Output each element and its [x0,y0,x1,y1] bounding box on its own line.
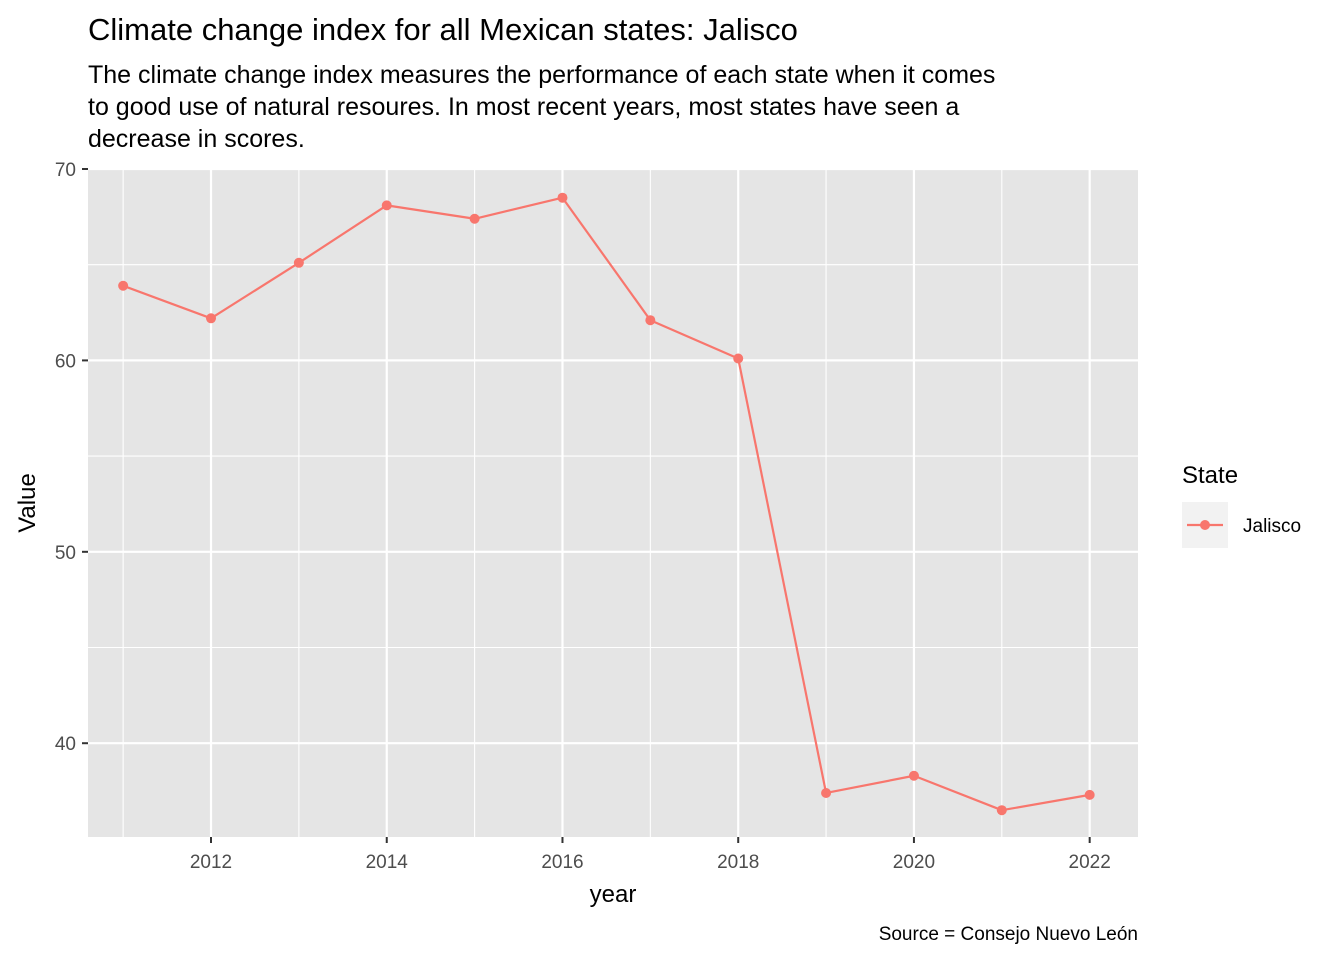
x-tick-label: 2014 [366,852,409,873]
data-point [118,280,129,291]
x-axis-title: year [590,881,637,908]
y-tick-label: 70 [55,160,76,181]
legend-title: State [1182,462,1238,489]
plot-panel [88,169,1138,837]
y-axis-title: Value [14,473,41,533]
x-axis: 2012 2014 2016 2018 2020 2022 [190,837,1111,873]
chart-caption: Source = Consejo Nuevo León [879,924,1138,945]
y-tick-label: 50 [55,543,76,564]
data-point [206,313,217,324]
y-tick-label: 40 [55,734,76,755]
data-point [821,787,832,798]
legend-key-point [1200,520,1210,530]
y-axis: 40 50 60 70 [55,160,88,755]
x-tick-label: 2020 [893,852,935,873]
series-layer [118,192,1095,816]
chart-subtitle-line-1: The climate change index measures the pe… [88,61,995,89]
data-point [1084,789,1095,800]
data-point [908,770,919,781]
data-point [557,192,568,203]
data-point [381,200,392,211]
y-tick-label: 60 [55,351,76,372]
grid-lines [88,167,1138,837]
data-point [293,257,304,268]
series-line-jalisco [122,196,1090,812]
x-tick-label: 2012 [190,852,232,873]
data-point [996,805,1007,816]
legend-label-jalisco: Jalisco [1243,516,1301,537]
chart-subtitle-line-3: decrease in scores. [88,125,305,153]
x-tick-label: 2022 [1069,852,1111,873]
data-point [645,315,656,326]
data-point [733,353,744,364]
x-tick-label: 2018 [717,852,759,873]
legend: State Jalisco [1182,462,1301,548]
chart-subtitle-line-2: to good use of natural resoures. In most… [88,93,959,121]
x-tick-label: 2016 [541,852,583,873]
chart-title: Climate change index for all Mexican sta… [88,12,798,47]
data-point [469,213,480,224]
